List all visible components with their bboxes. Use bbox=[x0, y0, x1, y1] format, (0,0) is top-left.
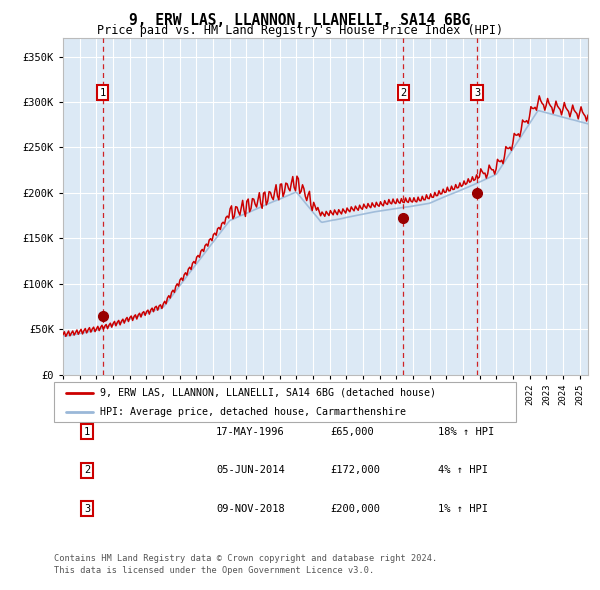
Text: 17-MAY-1996: 17-MAY-1996 bbox=[216, 427, 285, 437]
FancyBboxPatch shape bbox=[54, 382, 516, 422]
Text: £200,000: £200,000 bbox=[330, 504, 380, 513]
Text: 3: 3 bbox=[474, 88, 480, 98]
Text: £172,000: £172,000 bbox=[330, 466, 380, 475]
Text: 1: 1 bbox=[84, 427, 90, 437]
Text: Contains HM Land Registry data © Crown copyright and database right 2024.
This d: Contains HM Land Registry data © Crown c… bbox=[54, 555, 437, 575]
Text: £65,000: £65,000 bbox=[330, 427, 374, 437]
Text: 4% ↑ HPI: 4% ↑ HPI bbox=[438, 466, 488, 475]
Text: Price paid vs. HM Land Registry's House Price Index (HPI): Price paid vs. HM Land Registry's House … bbox=[97, 24, 503, 37]
Text: 05-JUN-2014: 05-JUN-2014 bbox=[216, 466, 285, 475]
Text: 2: 2 bbox=[400, 88, 406, 98]
Text: 09-NOV-2018: 09-NOV-2018 bbox=[216, 504, 285, 513]
Text: 2: 2 bbox=[84, 466, 90, 475]
Text: 9, ERW LAS, LLANNON, LLANELLI, SA14 6BG: 9, ERW LAS, LLANNON, LLANELLI, SA14 6BG bbox=[130, 13, 470, 28]
Text: 9, ERW LAS, LLANNON, LLANELLI, SA14 6BG (detached house): 9, ERW LAS, LLANNON, LLANELLI, SA14 6BG … bbox=[100, 388, 436, 398]
Text: 18% ↑ HPI: 18% ↑ HPI bbox=[438, 427, 494, 437]
Text: HPI: Average price, detached house, Carmarthenshire: HPI: Average price, detached house, Carm… bbox=[100, 407, 406, 417]
Text: 1% ↑ HPI: 1% ↑ HPI bbox=[438, 504, 488, 513]
Text: 1: 1 bbox=[100, 88, 106, 98]
Text: 3: 3 bbox=[84, 504, 90, 513]
